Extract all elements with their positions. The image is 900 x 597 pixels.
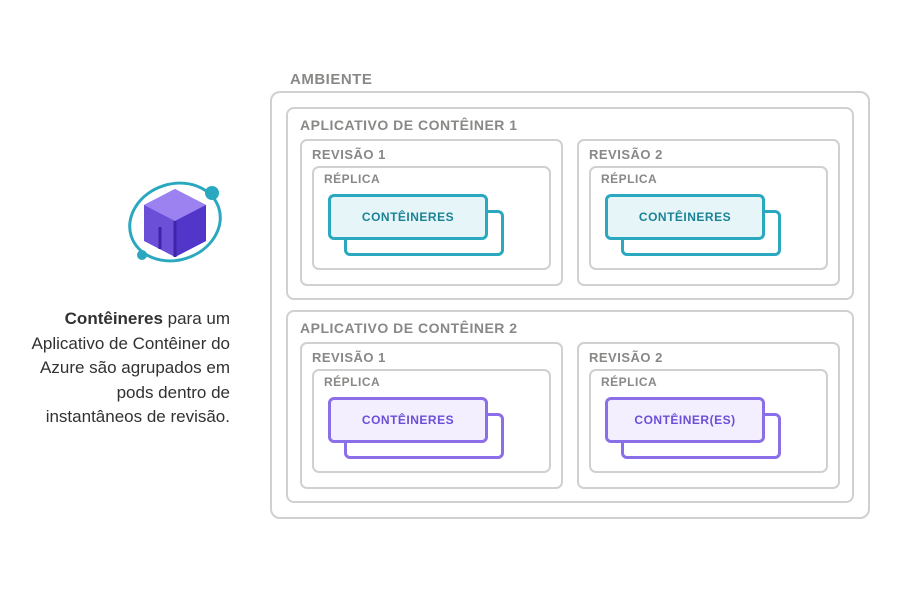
revision-title: REVISÃO 2 xyxy=(589,350,828,365)
container-app-title: APLICATIVO DE CONTÊINER 2 xyxy=(300,320,840,336)
revision-box: REVISÃO 2 RÉPLICA CONTÊINERES xyxy=(577,139,840,286)
replica-title: RÉPLICA xyxy=(324,375,539,389)
environment-label: AMBIENTE xyxy=(290,71,372,88)
replica-title: RÉPLICA xyxy=(601,375,816,389)
revision-title: REVISÃO 2 xyxy=(589,147,828,162)
replica-box: RÉPLICA CONTÊINERES xyxy=(312,166,551,270)
left-column: Contêineres para um Aplicativo de Contêi… xyxy=(30,167,270,430)
revision-title: REVISÃO 1 xyxy=(312,350,551,365)
container-card-front: CONTÊINERES xyxy=(328,194,488,240)
container-app-title: APLICATIVO DE CONTÊINER 1 xyxy=(300,117,840,133)
container-apps-icon xyxy=(120,167,230,277)
container-stack: CONTÊINERES xyxy=(324,397,539,453)
container-app-box: APLICATIVO DE CONTÊINER 2 REVISÃO 1 RÉPLIC… xyxy=(286,310,854,503)
container-card-front: CONTÊINERES xyxy=(328,397,488,443)
container-stack: CONTÊINER(ES) xyxy=(601,397,816,453)
revision-row: REVISÃO 1 RÉPLICA CONTÊINERES REVISÃO 2 RÉPL… xyxy=(300,342,840,489)
revision-box: REVISÃO 1 RÉPLICA CONTÊINERES xyxy=(300,139,563,286)
container-stack: CONTÊINERES xyxy=(324,194,539,250)
revision-title: REVISÃO 1 xyxy=(312,147,551,162)
diagram-area: AMBIENTE APLICATIVO DE CONTÊINER 1REVISÃ… xyxy=(270,79,870,519)
container-card-front: CONTÊINERES xyxy=(605,194,765,240)
replica-title: RÉPLICA xyxy=(324,172,539,186)
container-card-front: CONTÊINER(ES) xyxy=(605,397,765,443)
description-text: Contêineres para um Aplicativo de Contêi… xyxy=(30,307,230,430)
container-app-box: APLICATIVO DE CONTÊINER 1 REVISÃO 1 RÉPLIC… xyxy=(286,107,854,300)
revision-box: REVISÃO 2 RÉPLICA CONTÊINER(ES) xyxy=(577,342,840,489)
replica-title: RÉPLICA xyxy=(601,172,816,186)
revision-row: REVISÃO 1 RÉPLICA CONTÊINERES REVISÃO 2 RÉPL… xyxy=(300,139,840,286)
environment-box: APLICATIVO DE CONTÊINER 1 REVISÃO 1 RÉPLIC… xyxy=(270,91,870,519)
replica-box: RÉPLICA CONTÊINERES xyxy=(589,166,828,270)
replica-box: RÉPLICA CONTÊINER(ES) xyxy=(589,369,828,473)
revision-box: REVISÃO 1 RÉPLICA CONTÊINERES xyxy=(300,342,563,489)
container-stack: CONTÊINERES xyxy=(601,194,816,250)
replica-box: RÉPLICA CONTÊINERES xyxy=(312,369,551,473)
